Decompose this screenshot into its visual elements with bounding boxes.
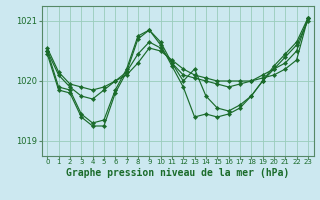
- X-axis label: Graphe pression niveau de la mer (hPa): Graphe pression niveau de la mer (hPa): [66, 168, 289, 178]
